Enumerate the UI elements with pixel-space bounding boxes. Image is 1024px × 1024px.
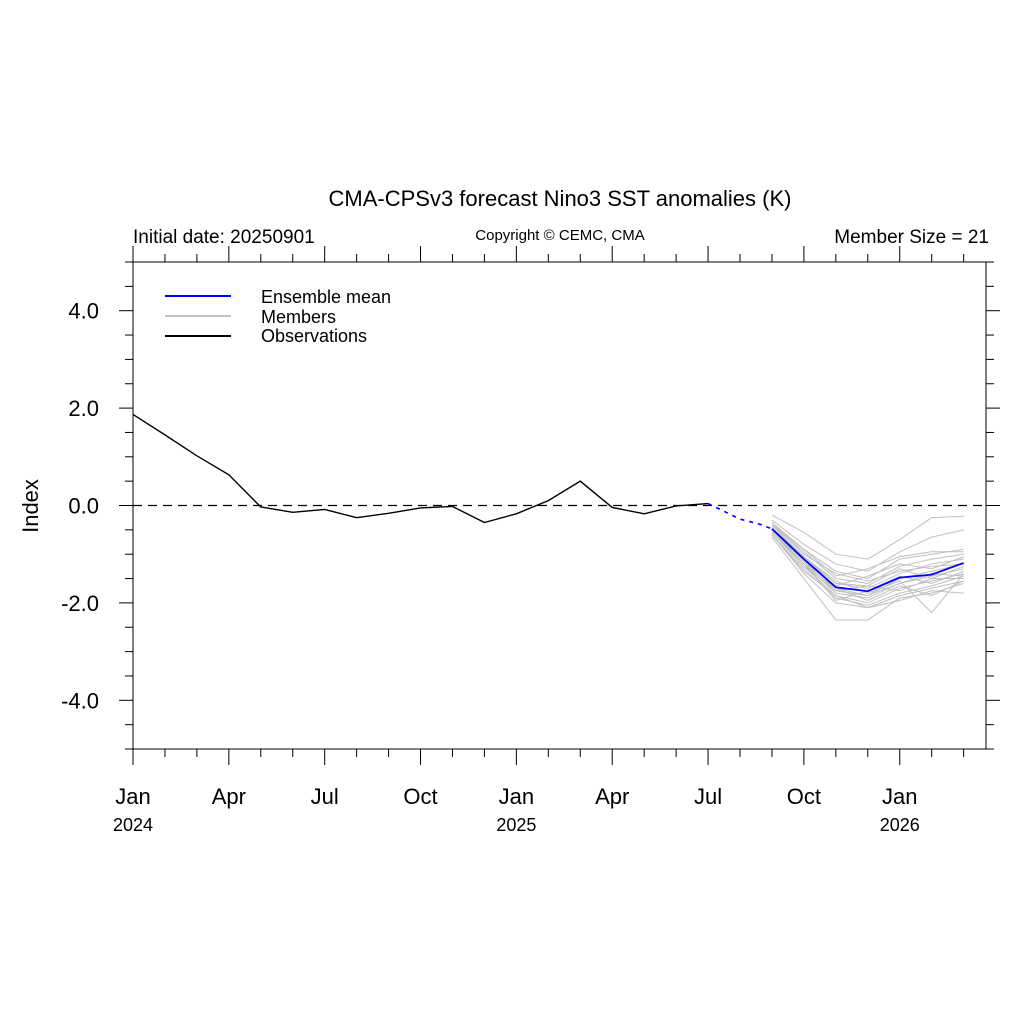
observations-line bbox=[132, 413, 709, 524]
y-tick-label: -4.0 bbox=[61, 688, 99, 713]
x-tick-label: Jul bbox=[694, 784, 722, 809]
chart-title: CMA-CPSv3 forecast Nino3 SST anomalies (… bbox=[329, 186, 792, 211]
legend-label-observations: Observations bbox=[261, 326, 367, 346]
y-tick-label: 2.0 bbox=[68, 396, 99, 421]
member-line-13 bbox=[771, 524, 965, 614]
legend: Ensemble mean Members Observations bbox=[165, 287, 391, 346]
x-tick-label: Apr bbox=[212, 784, 246, 809]
initial-date-label: Initial date: 20250901 bbox=[133, 227, 315, 248]
copyright-label: Copyright © CEMC, CMA bbox=[475, 227, 644, 244]
x-tick-label: Oct bbox=[787, 784, 821, 809]
x-year-label: 2026 bbox=[880, 815, 920, 835]
x-tick-label: Jan bbox=[499, 784, 534, 809]
y-tick-label: 0.0 bbox=[68, 494, 99, 519]
x-tick-label: Jul bbox=[311, 784, 339, 809]
forecast-transition-line bbox=[707, 502, 773, 530]
legend-label-ensemble-mean: Ensemble mean bbox=[261, 287, 391, 307]
x-tick-label: Apr bbox=[595, 784, 629, 809]
x-tick-label: Oct bbox=[403, 784, 437, 809]
x-tick-label: Jan bbox=[115, 784, 150, 809]
member-line-4 bbox=[771, 524, 964, 584]
member-line-9 bbox=[771, 534, 964, 606]
member-size-label: Member Size = 21 bbox=[834, 227, 989, 248]
member-line-20 bbox=[771, 529, 964, 602]
member-line-1 bbox=[771, 514, 964, 560]
legend-label-members: Members bbox=[261, 307, 336, 327]
x-tick-label: Jan bbox=[882, 784, 917, 809]
member-line-14 bbox=[771, 529, 964, 587]
member-line-2 bbox=[771, 519, 964, 572]
y-axis-label: Index bbox=[18, 479, 43, 533]
y-tick-label: 4.0 bbox=[68, 299, 99, 324]
y-tick-label: -2.0 bbox=[61, 591, 99, 616]
member-line-17 bbox=[771, 534, 964, 609]
plot-area: 4.0 2.0 0.0 -2.0 -4.0 Jan Apr Jul Oct Jan Apr Jul Oc… bbox=[61, 246, 1000, 835]
ensemble-mean-line bbox=[771, 528, 964, 593]
member-line-11 bbox=[771, 536, 964, 621]
member-line-21 bbox=[771, 531, 964, 597]
member-line-16 bbox=[771, 522, 964, 582]
member-line-19 bbox=[771, 524, 964, 577]
x-year-label: 2024 bbox=[113, 815, 153, 835]
x-year-label: 2025 bbox=[496, 815, 536, 835]
